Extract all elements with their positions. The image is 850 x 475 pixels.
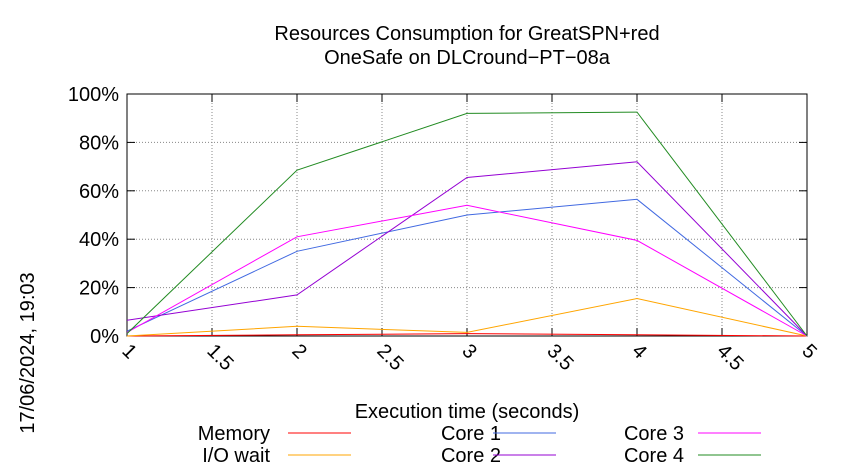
legend-label-memory: Memory xyxy=(198,423,270,445)
legend-label-i-o-wait: I/O wait xyxy=(202,445,270,467)
y-tick-label: 80% xyxy=(79,132,119,154)
y-tick-label: 20% xyxy=(79,278,119,300)
y-tick-label: 60% xyxy=(79,181,119,203)
x-tick-label: 3.5 xyxy=(542,340,577,375)
y-tick-label: 0% xyxy=(90,326,119,348)
y-axis-ticks: 0% 20% 40% 60% 80% 100% xyxy=(68,84,807,348)
series-line-core-1 xyxy=(126,198,808,337)
x-tick-label: 5 xyxy=(797,340,820,363)
x-tick-label: 1.5 xyxy=(202,340,237,375)
series-line-core-2 xyxy=(126,161,808,337)
y-tick-label: 100% xyxy=(68,84,119,106)
x-axis-label: Execution time (seconds) xyxy=(355,401,580,423)
chart-title-line-2: OneSafe on DLCround−PT−08a xyxy=(324,47,611,69)
timestamp-label: 17/06/2024, 19:03 xyxy=(17,272,39,433)
x-axis-ticks: 1 1.5 2 2.5 3 3.5 4 4.5 5 xyxy=(117,94,821,375)
legend-label-core-3: Core 3 xyxy=(624,423,684,445)
x-tick-label: 3 xyxy=(457,340,480,363)
chart-title-line-1: Resources Consumption for GreatSPN+red xyxy=(274,23,659,45)
series-line-i-o-wait xyxy=(126,297,808,337)
legend-label-core-4: Core 4 xyxy=(624,445,684,467)
x-tick-label: 4.5 xyxy=(712,340,747,375)
x-tick-label: 4 xyxy=(627,340,650,363)
gridlines xyxy=(127,94,807,336)
x-tick-label: 1 xyxy=(117,340,140,363)
x-tick-label: 2 xyxy=(287,340,310,363)
y-tick-label: 40% xyxy=(79,229,119,251)
series-lines xyxy=(126,111,808,337)
x-tick-label: 2.5 xyxy=(372,340,407,375)
legend-label-core-2: Core 2 xyxy=(441,445,501,467)
series-line-core-4 xyxy=(126,111,808,337)
series-line-memory xyxy=(126,333,808,337)
series-line-core-3 xyxy=(126,204,808,337)
legend-label-core-1: Core 1 xyxy=(441,423,501,445)
